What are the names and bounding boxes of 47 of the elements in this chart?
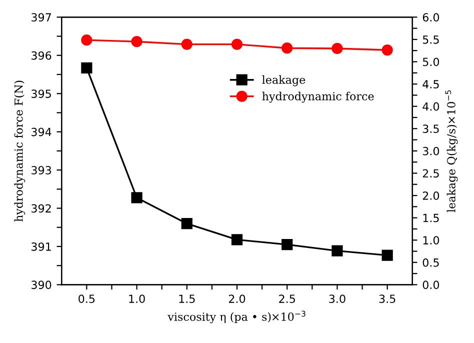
point bbox=[81, 34, 92, 46]
x-tick-label: 3.0 bbox=[329, 294, 346, 304]
y-tick-label: 396 bbox=[32, 51, 52, 60]
y2-tick-label: 3.5 bbox=[422, 124, 439, 134]
y2-tick-label: 2.5 bbox=[422, 169, 439, 178]
point bbox=[131, 192, 142, 204]
legend-label: hydrodynamic force bbox=[262, 92, 374, 103]
y2-tick-label: 5.0 bbox=[422, 58, 440, 66]
x-axis-title: viscosity η (pa • s)×10$^{−3}$ bbox=[168, 310, 306, 324]
y2-tick-label: 5.5 bbox=[422, 36, 439, 44]
point bbox=[382, 250, 393, 261]
y2-tick-label: 0.5 bbox=[422, 258, 439, 267]
point bbox=[181, 38, 192, 50]
x-tick-label: 1.0 bbox=[129, 294, 145, 304]
point bbox=[231, 234, 243, 246]
x-tick-label: 3.5 bbox=[379, 294, 396, 304]
x-tick-label: 2.5 bbox=[279, 294, 295, 304]
y2-tick-label: 3.0 bbox=[422, 146, 440, 156]
legend-label: leakage bbox=[262, 75, 306, 86]
x-tick-label: 2.0 bbox=[228, 294, 246, 304]
y2-tick-label: 0.0 bbox=[422, 280, 440, 290]
y-tick-label: 391 bbox=[32, 242, 51, 251]
y-tick-label: 397 bbox=[32, 13, 51, 22]
y2-tick-label: 1.5 bbox=[423, 214, 439, 222]
y-tick-label: 395 bbox=[32, 90, 51, 98]
y2-tick-label: 1.0 bbox=[423, 236, 440, 244]
y-tick-label: 393 bbox=[32, 166, 52, 174]
point bbox=[181, 218, 192, 230]
y2-tick-label: 4.5 bbox=[422, 80, 439, 88]
y-tick-label: 394 bbox=[32, 128, 52, 136]
point bbox=[81, 62, 92, 74]
y2-tick-label: 6.0 bbox=[422, 13, 440, 22]
point bbox=[282, 42, 293, 54]
x-tick-label: 0.5 bbox=[78, 294, 95, 304]
y2-tick-label: 4.0 bbox=[422, 102, 440, 111]
y-axis-title: hydrodynamic force F(N) bbox=[14, 80, 26, 222]
x-tick-label: 1.5 bbox=[179, 294, 195, 304]
y-tick-label: 392 bbox=[32, 204, 51, 213]
y-tick-label: 390 bbox=[32, 280, 52, 290]
y2-axis-title: leakage Q(kg/s)×10$^{−5}$ bbox=[445, 90, 458, 212]
point bbox=[382, 44, 393, 56]
point bbox=[332, 42, 343, 54]
y2-tick-label: 2.0 bbox=[422, 191, 440, 200]
point bbox=[332, 245, 343, 256]
point bbox=[231, 38, 243, 50]
point bbox=[282, 239, 293, 250]
point bbox=[131, 36, 142, 48]
